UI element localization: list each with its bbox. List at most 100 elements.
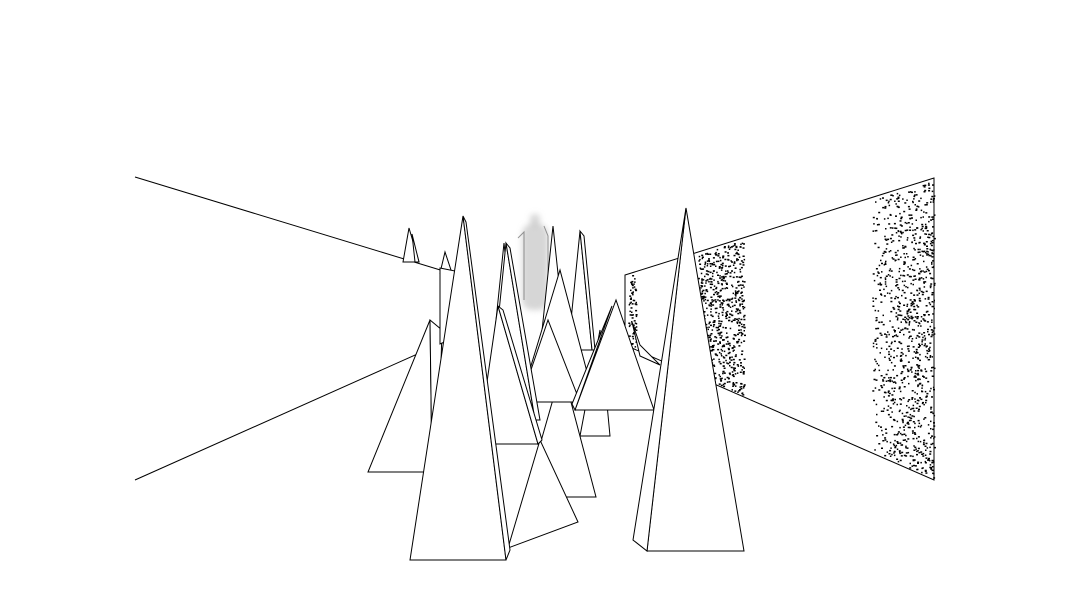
noise-speck [924, 227, 927, 230]
noise-speck [931, 305, 934, 308]
noise-speck [921, 402, 924, 405]
noise-speck [908, 324, 910, 326]
noise-speck [924, 355, 927, 358]
noise-speck [930, 406, 933, 409]
noise-speck [899, 432, 902, 435]
noise-speck [874, 309, 877, 312]
noise-speck [709, 253, 712, 255]
noise-speck [888, 377, 890, 379]
noise-speck [743, 385, 746, 388]
noise-speck [919, 359, 921, 362]
noise-speck [876, 224, 879, 226]
noise-speck [722, 356, 725, 358]
spike-center-front [477, 304, 543, 445]
noise-speck [712, 304, 715, 306]
noise-speck [916, 312, 919, 314]
noise-speck [731, 374, 734, 376]
noise-speck [898, 386, 901, 388]
noise-speck [709, 334, 712, 337]
noise-speck [718, 322, 720, 325]
noise-speck [923, 403, 925, 406]
noise-speck [906, 422, 909, 424]
noise-speck [894, 331, 896, 333]
noise-speck [886, 409, 889, 411]
noise-speck [708, 322, 710, 325]
noise-speck [909, 229, 912, 231]
noise-speck [887, 202, 890, 204]
noise-speck [914, 204, 916, 206]
noise-speck [733, 361, 736, 364]
noise-speck [932, 226, 934, 228]
noise-speck [739, 303, 742, 305]
noise-speck [903, 429, 905, 431]
noise-speck [916, 227, 919, 229]
noise-speck [884, 391, 887, 394]
noise-speck [738, 309, 741, 312]
noise-speck [712, 321, 715, 324]
noise-speck [901, 232, 903, 235]
noise-speck [897, 432, 899, 435]
noise-speck [733, 369, 736, 371]
noise-speck [743, 384, 746, 386]
noise-speck [917, 378, 919, 380]
noise-speck [912, 437, 915, 440]
noise-speck [931, 263, 933, 265]
noise-speck [929, 453, 932, 455]
noise-speck [732, 385, 735, 387]
noise-speck [708, 336, 710, 339]
noise-speck [891, 380, 893, 382]
noise-speck [900, 379, 903, 381]
noise-speck [889, 227, 892, 229]
noise-speck [719, 295, 722, 297]
noise-speck [705, 282, 707, 284]
noise-speck [725, 287, 728, 289]
noise-speck [733, 319, 736, 321]
noise-speck [928, 348, 930, 350]
noise-speck [727, 252, 729, 254]
noise-speck [931, 242, 934, 244]
noise-speck [705, 289, 708, 291]
noise-speck [740, 382, 743, 385]
noise-speck [912, 229, 914, 232]
noise-speck [918, 322, 921, 325]
noise-speck [720, 380, 722, 382]
noise-speck [711, 299, 714, 301]
noise-speck [878, 369, 881, 372]
noise-speck [883, 218, 886, 220]
noise-speck [628, 325, 631, 328]
noise-speck [740, 362, 742, 364]
noise-speck [920, 451, 923, 453]
noise-speck [737, 280, 740, 283]
noise-speck [900, 455, 903, 457]
noise-speck [737, 284, 740, 287]
noise-speck [885, 334, 888, 336]
noise-speck [709, 338, 712, 341]
noise-speck [879, 332, 882, 335]
noise-speck [898, 450, 901, 452]
noise-speck [912, 200, 914, 203]
noise-speck [913, 415, 915, 418]
noise-speck [891, 234, 894, 236]
noise-speck [734, 367, 736, 369]
noise-speck [907, 423, 910, 425]
noise-speck [873, 378, 876, 381]
noise-speck [913, 302, 915, 305]
noise-speck [924, 242, 926, 245]
noise-speck [730, 359, 733, 361]
noise-speck [914, 375, 917, 377]
noise-speck [873, 279, 876, 282]
noise-speck [872, 305, 875, 307]
noise-speck [723, 246, 726, 249]
noise-speck [715, 265, 717, 267]
noise-speck [906, 312, 909, 314]
spike-front-left-large [409, 215, 511, 561]
noise-speck [876, 217, 878, 220]
noise-speck [705, 302, 707, 304]
noise-speck [884, 278, 887, 281]
noise-speck [931, 256, 934, 258]
noise-speck [629, 302, 631, 304]
noise-speck [705, 253, 707, 255]
noise-speck [877, 271, 879, 273]
noise-speck [915, 379, 917, 382]
